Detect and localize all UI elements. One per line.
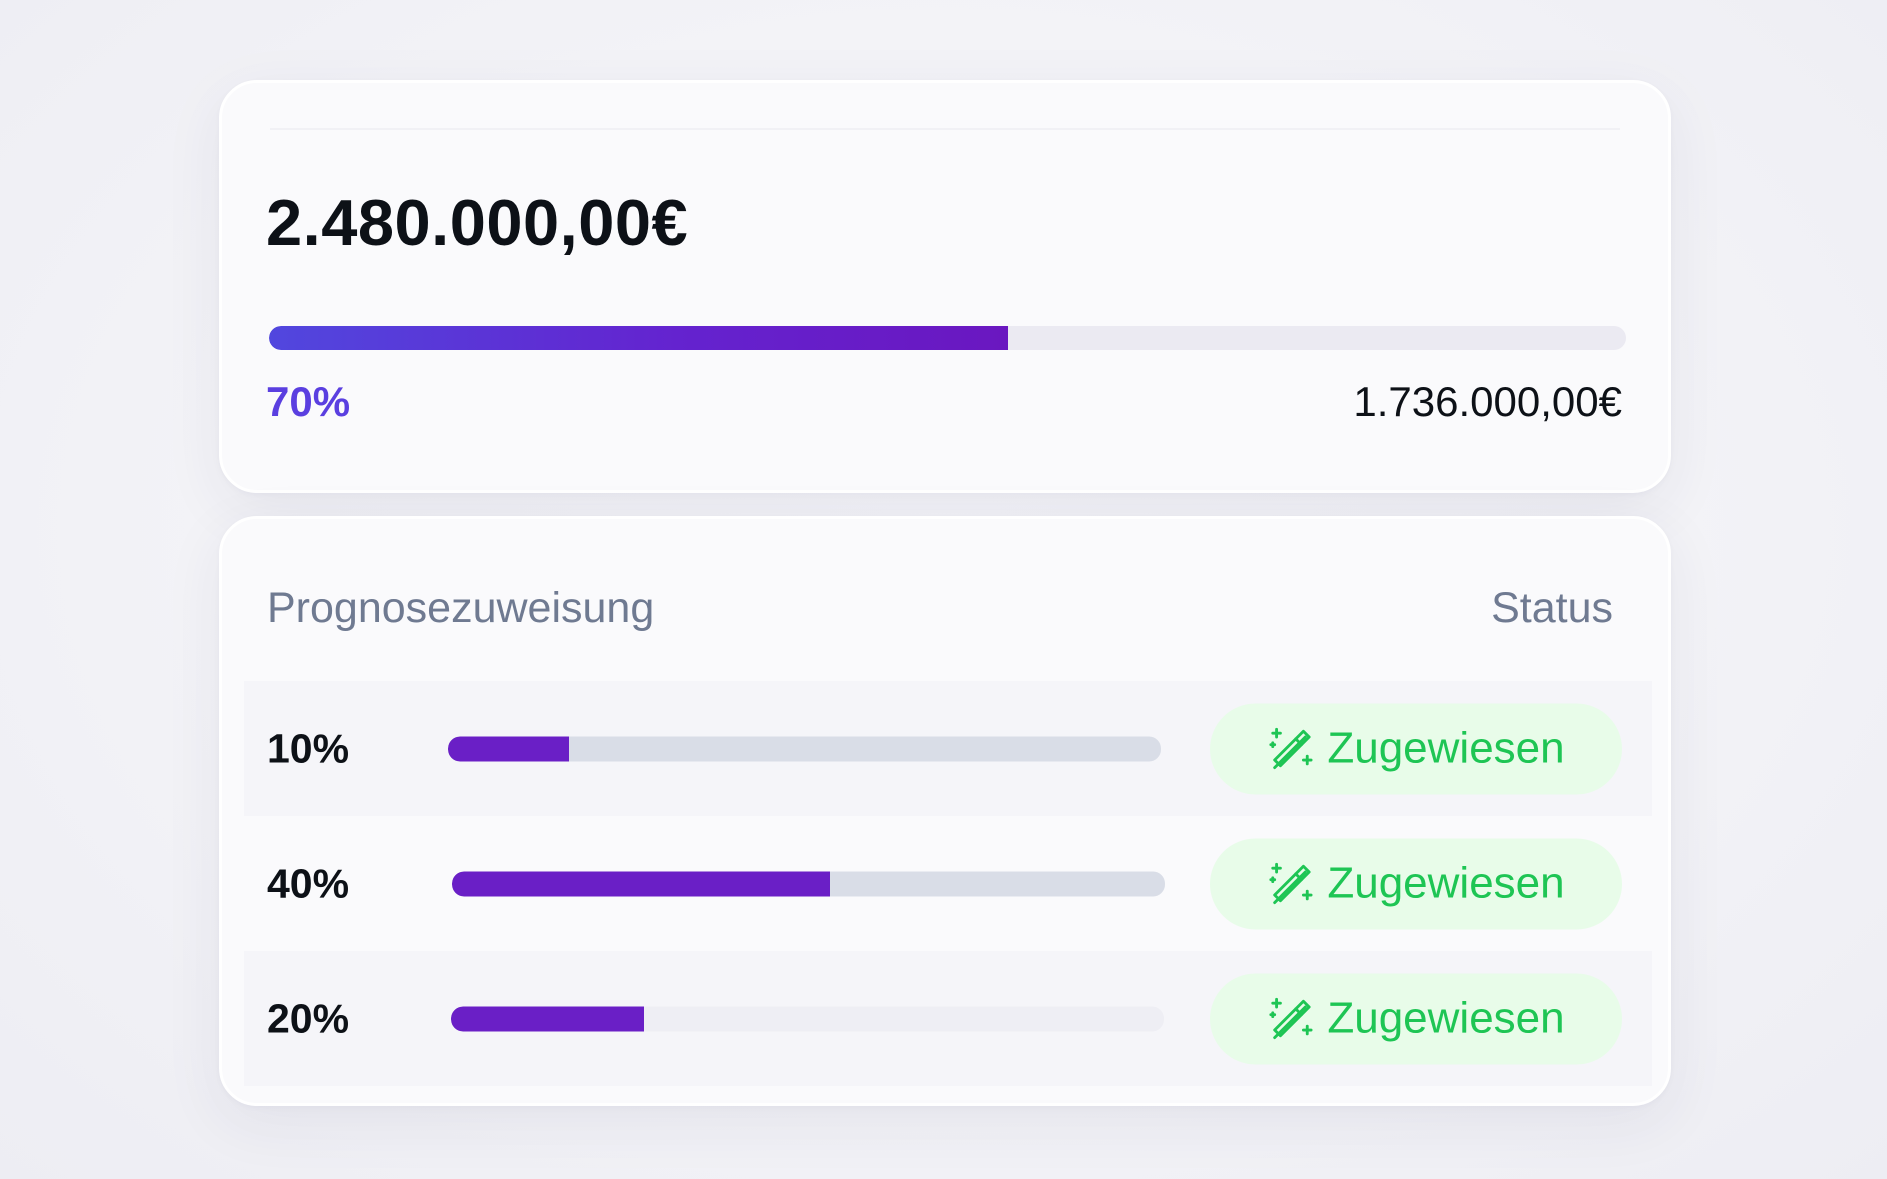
summary-card: 2.480.000,00€ 70% 1.736.000,00€ [219, 80, 1671, 493]
magic-wand-icon [1269, 997, 1313, 1040]
status-badge-assigned[interactable]: Zugewiesen [1210, 838, 1622, 929]
assigned-amount: 1.736.000,00€ [1353, 378, 1622, 425]
row-progress-fill [452, 871, 830, 896]
row-percent: 40% [267, 860, 350, 906]
status-label: Zugewiesen [1327, 993, 1565, 1043]
forecast-row: 20% Zugewiesen [244, 951, 1652, 1086]
forecast-card: Prognosezuweisung Status 10% Zugewiesen … [219, 516, 1671, 1106]
status-label: Zugewiesen [1327, 858, 1565, 908]
row-progress-fill [451, 1006, 644, 1031]
forecast-row: 40% Zugewiesen [244, 816, 1652, 951]
row-progress-bar [452, 871, 1165, 896]
main-progress-fill [269, 326, 1009, 350]
divider [270, 128, 1620, 130]
row-progress-bar [451, 1006, 1164, 1031]
row-percent: 20% [267, 995, 350, 1041]
row-progress-bar [448, 736, 1161, 761]
magic-wand-icon [1269, 862, 1313, 905]
row-progress-fill [448, 736, 570, 761]
forecast-row: 10% Zugewiesen [244, 681, 1652, 816]
forecast-column-header: Prognosezuweisung [267, 584, 655, 632]
progress-percent: 70% [266, 378, 351, 425]
status-label: Zugewiesen [1327, 723, 1565, 773]
status-column-header: Status [1491, 584, 1613, 632]
total-amount: 2.480.000,00€ [266, 186, 689, 259]
magic-wand-icon [1269, 727, 1313, 770]
main-progress-bar [269, 326, 1626, 350]
status-badge-assigned[interactable]: Zugewiesen [1210, 703, 1622, 794]
status-badge-assigned[interactable]: Zugewiesen [1210, 973, 1622, 1064]
row-percent: 10% [267, 725, 350, 771]
